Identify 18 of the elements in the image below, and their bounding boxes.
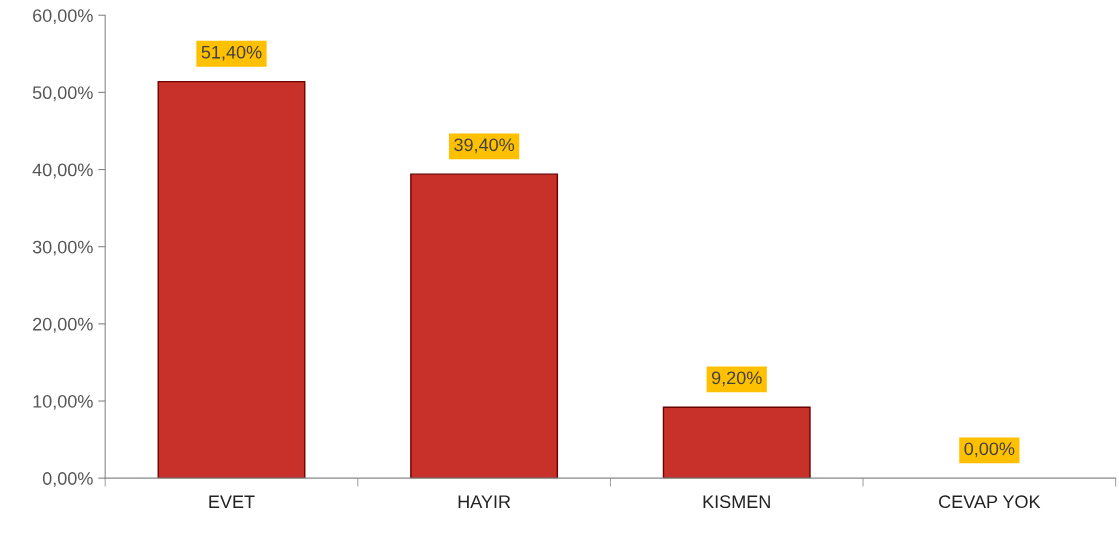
data-label: 9,20% (711, 371, 762, 387)
y-tick-label: 0,00% (42, 472, 93, 488)
data-label: 0,00% (964, 442, 1015, 458)
y-tick-label: 60,00% (33, 9, 93, 25)
y-tick-label: 10,00% (33, 394, 93, 410)
data-label: 39,40% (454, 138, 515, 154)
x-tick-label: HAYIR (458, 495, 511, 508)
y-tick-label: 20,00% (33, 317, 93, 333)
data-label: 51,40% (201, 45, 262, 61)
y-tick-label: 40,00% (32, 163, 93, 179)
bar (157, 80, 306, 479)
x-tick-label: KISMEN (703, 495, 770, 509)
y-tick-label: 50,00% (32, 86, 93, 102)
x-tick-label: CEVAP YOK (939, 495, 1041, 509)
y-tick-label: 30,00% (32, 240, 93, 256)
bar (662, 406, 811, 479)
bar (410, 173, 559, 479)
x-tick-label: EVET (209, 495, 255, 508)
